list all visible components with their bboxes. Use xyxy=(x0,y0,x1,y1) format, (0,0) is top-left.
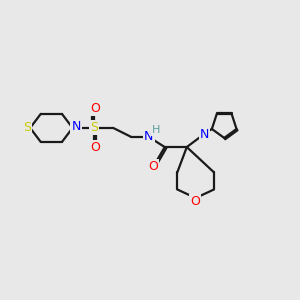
Text: O: O xyxy=(190,195,200,208)
Text: S: S xyxy=(22,122,31,134)
Text: N: N xyxy=(144,130,154,143)
Text: O: O xyxy=(90,141,100,154)
Text: O: O xyxy=(90,102,100,115)
Text: S: S xyxy=(90,122,98,134)
Text: O: O xyxy=(148,160,158,173)
Text: N: N xyxy=(71,120,81,133)
Text: H: H xyxy=(152,125,160,135)
Text: N: N xyxy=(200,128,209,141)
